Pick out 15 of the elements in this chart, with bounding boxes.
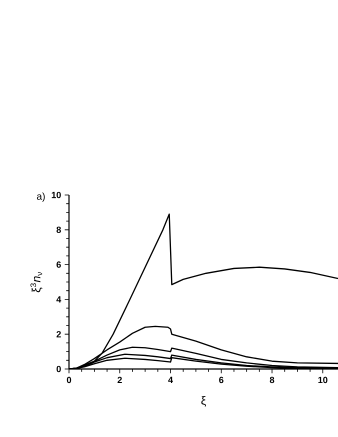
y-tick-label: 2 (56, 331, 61, 338)
y-tick-label: 6 (56, 261, 61, 268)
y-tick-label: 10 (52, 192, 61, 198)
x-tick-label: 10 (318, 376, 328, 384)
y-tick-label: 4 (56, 296, 62, 302)
x-tick-label: 6 (219, 376, 224, 384)
x-tick-label: 2 (118, 376, 122, 384)
x-axis-title: ξ (201, 396, 206, 407)
x-tick-label: 0 (66, 376, 72, 384)
x-tick-label: 8 (270, 376, 274, 384)
y-tick-label: 0 (56, 366, 61, 372)
x-tick-label: 4 (168, 376, 173, 383)
text: a) (36, 192, 45, 202)
y-axis-title: ξ$^{3}$n$_{ν}$ (30, 272, 42, 292)
y-tick-label: 8 (56, 226, 61, 233)
